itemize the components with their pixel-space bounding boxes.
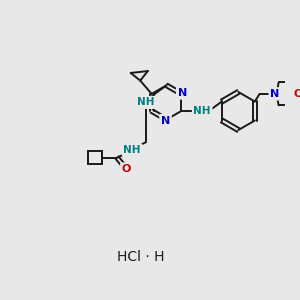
Text: N: N [270,89,279,99]
Text: NH: NH [194,106,211,116]
Text: NH: NH [124,145,141,155]
Text: O: O [294,89,300,99]
Text: NH: NH [137,98,154,107]
Text: N: N [178,88,187,98]
Text: N: N [161,116,170,125]
Text: HCl · H: HCl · H [117,250,164,263]
Text: O: O [122,164,131,174]
